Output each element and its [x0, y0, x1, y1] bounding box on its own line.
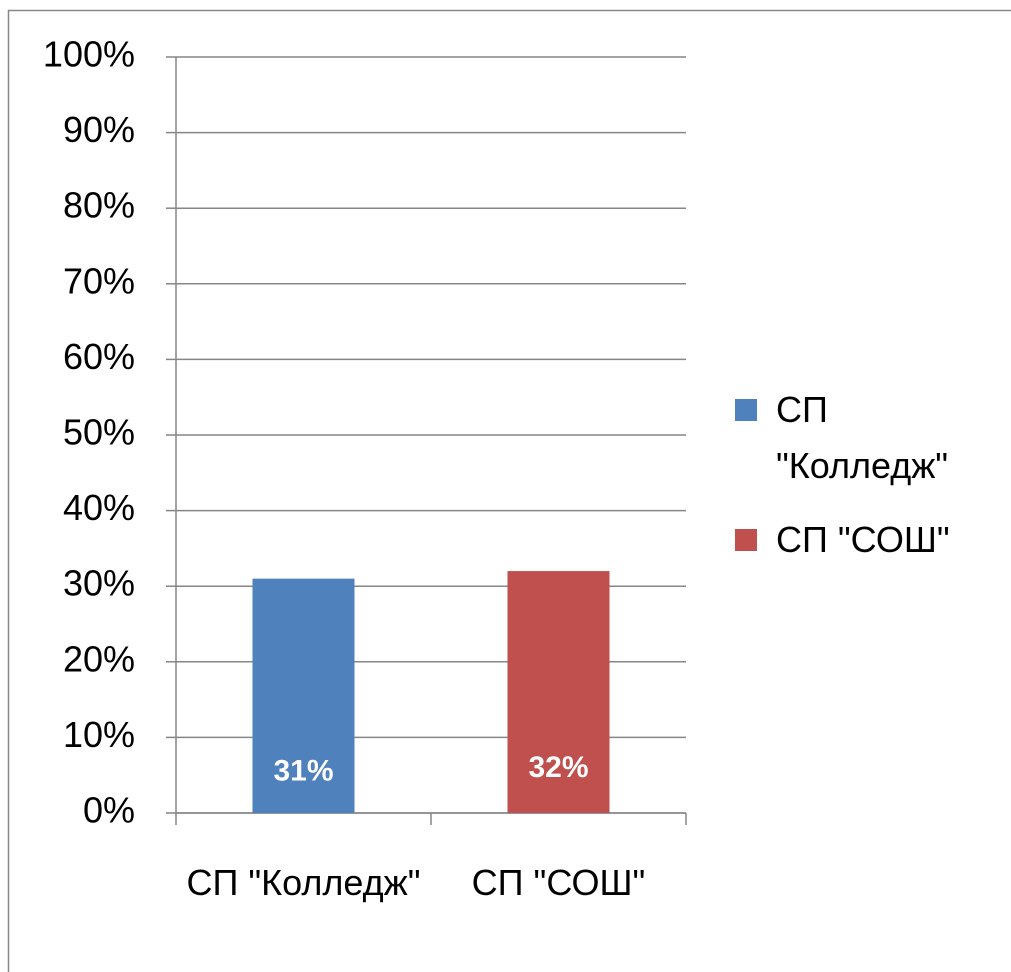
y-tick-label: 90%: [63, 109, 135, 150]
legend-label: СП "СОШ": [776, 519, 950, 560]
y-tick-label: 60%: [63, 336, 135, 377]
chart-frame: [7, 9, 1011, 972]
y-tick-label: 100%: [43, 34, 135, 75]
y-tick-label: 80%: [63, 185, 135, 226]
bar: [507, 571, 610, 813]
y-tick-label: 30%: [63, 563, 135, 604]
legend-label: СП "Колледж": [776, 389, 949, 486]
y-tick-label: 20%: [63, 638, 135, 679]
y-tick-label: 0%: [83, 790, 135, 831]
legend-swatch: [735, 399, 757, 421]
legend-swatch: [735, 529, 757, 551]
bar: [252, 578, 355, 813]
x-tick-label: СП "Колледж": [186, 862, 421, 903]
y-tick-label: 50%: [63, 412, 135, 453]
data-label: 31%: [273, 755, 333, 788]
x-tick-label: СП "СОШ": [471, 862, 646, 903]
y-tick-label: 70%: [63, 260, 135, 301]
y-tick-label: 40%: [63, 487, 135, 528]
y-tick-label: 10%: [63, 714, 135, 755]
data-label: 32%: [528, 751, 588, 784]
